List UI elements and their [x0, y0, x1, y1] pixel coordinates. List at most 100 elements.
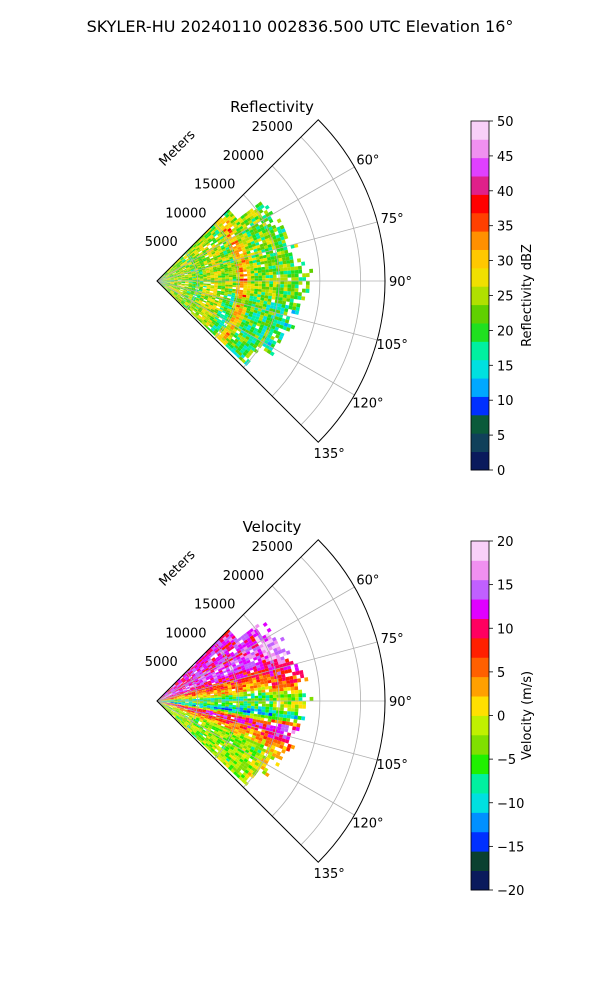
data-cell — [200, 254, 205, 258]
data-cell — [243, 696, 248, 699]
data-cell — [201, 735, 206, 740]
data-cell — [203, 665, 208, 669]
data-cell — [243, 251, 248, 256]
data-cell — [185, 279, 189, 281]
data-cell — [178, 267, 182, 270]
data-cell — [244, 749, 250, 754]
data-cell — [269, 725, 275, 729]
data-cell — [197, 729, 202, 733]
data-cell — [210, 285, 215, 287]
data-cell — [191, 708, 196, 711]
data-cell — [272, 265, 276, 269]
data-cell — [233, 730, 238, 735]
data-cell — [182, 719, 187, 722]
data-cell — [178, 298, 182, 302]
data-cell — [259, 324, 265, 329]
data-cell — [192, 701, 197, 703]
data-cell — [250, 275, 255, 279]
data-cell — [250, 705, 255, 709]
data-cell — [210, 702, 215, 704]
data-cell — [257, 213, 263, 219]
data-cell — [197, 685, 202, 688]
data-cell — [200, 661, 205, 665]
data-cell — [282, 662, 287, 668]
data-cell — [185, 282, 189, 284]
data-cell — [187, 690, 191, 692]
data-cell — [207, 307, 212, 311]
data-cell — [258, 692, 262, 696]
data-cell — [246, 250, 251, 255]
data-cell — [298, 277, 303, 281]
azimuth-spoke — [156, 700, 355, 816]
data-cell — [175, 690, 180, 693]
data-cell — [213, 287, 218, 289]
data-cell — [231, 241, 236, 246]
data-cell — [212, 715, 216, 719]
data-cell — [293, 715, 298, 720]
data-cell — [208, 263, 212, 266]
data-cell — [206, 308, 211, 312]
data-cell — [240, 236, 246, 241]
data-cell — [207, 698, 211, 700]
data-cell — [250, 240, 256, 245]
data-cell — [176, 691, 180, 694]
data-cell — [281, 749, 286, 754]
data-cell — [217, 246, 222, 250]
data-cell — [296, 303, 301, 308]
data-cell — [250, 710, 255, 714]
data-cell — [254, 698, 259, 701]
data-cell — [170, 702, 174, 704]
data-cell — [243, 632, 248, 638]
data-cell — [239, 711, 243, 715]
data-cell — [294, 310, 300, 315]
data-cell — [173, 697, 178, 699]
data-cell — [294, 667, 300, 672]
data-cell — [221, 646, 226, 651]
data-cell — [181, 293, 186, 297]
colorbar-segment — [471, 579, 489, 600]
data-cell — [192, 285, 196, 288]
data-cell — [164, 706, 168, 710]
data-cell — [232, 274, 237, 277]
data-cell — [169, 286, 173, 288]
data-cell — [272, 742, 277, 747]
data-cell — [170, 702, 174, 703]
data-cell — [221, 318, 226, 323]
data-cell — [206, 283, 211, 286]
data-cell — [280, 691, 284, 695]
angle-tick-label: 135° — [313, 867, 344, 882]
data-cell — [276, 710, 280, 714]
data-cell — [278, 335, 284, 341]
data-cell — [236, 742, 241, 746]
data-cell — [241, 719, 246, 723]
data-cell — [172, 714, 176, 718]
data-cell — [239, 654, 245, 659]
data-cell — [183, 255, 188, 259]
colorbar-segment — [471, 176, 489, 195]
data-cell — [199, 276, 204, 278]
data-cell — [250, 231, 256, 236]
data-cell — [188, 693, 192, 696]
data-cell — [185, 699, 189, 701]
data-cell — [271, 232, 276, 237]
data-cell — [167, 269, 170, 273]
data-cell — [228, 290, 233, 293]
data-cell — [273, 329, 278, 335]
colorbar-segment — [471, 267, 489, 287]
data-cell — [164, 706, 168, 710]
data-cell — [243, 226, 248, 231]
data-cell — [237, 760, 242, 765]
data-cell — [218, 223, 223, 228]
data-cell — [204, 716, 209, 719]
data-cell — [262, 698, 266, 701]
data-cell — [225, 332, 231, 336]
data-cell — [257, 648, 262, 653]
data-cell — [173, 277, 178, 279]
data-cell — [286, 683, 291, 688]
data-cell — [241, 327, 247, 332]
data-cell — [246, 292, 251, 296]
data-cell — [289, 722, 294, 727]
data-cell — [182, 304, 186, 308]
data-cell — [192, 730, 196, 734]
data-cell — [249, 265, 254, 269]
